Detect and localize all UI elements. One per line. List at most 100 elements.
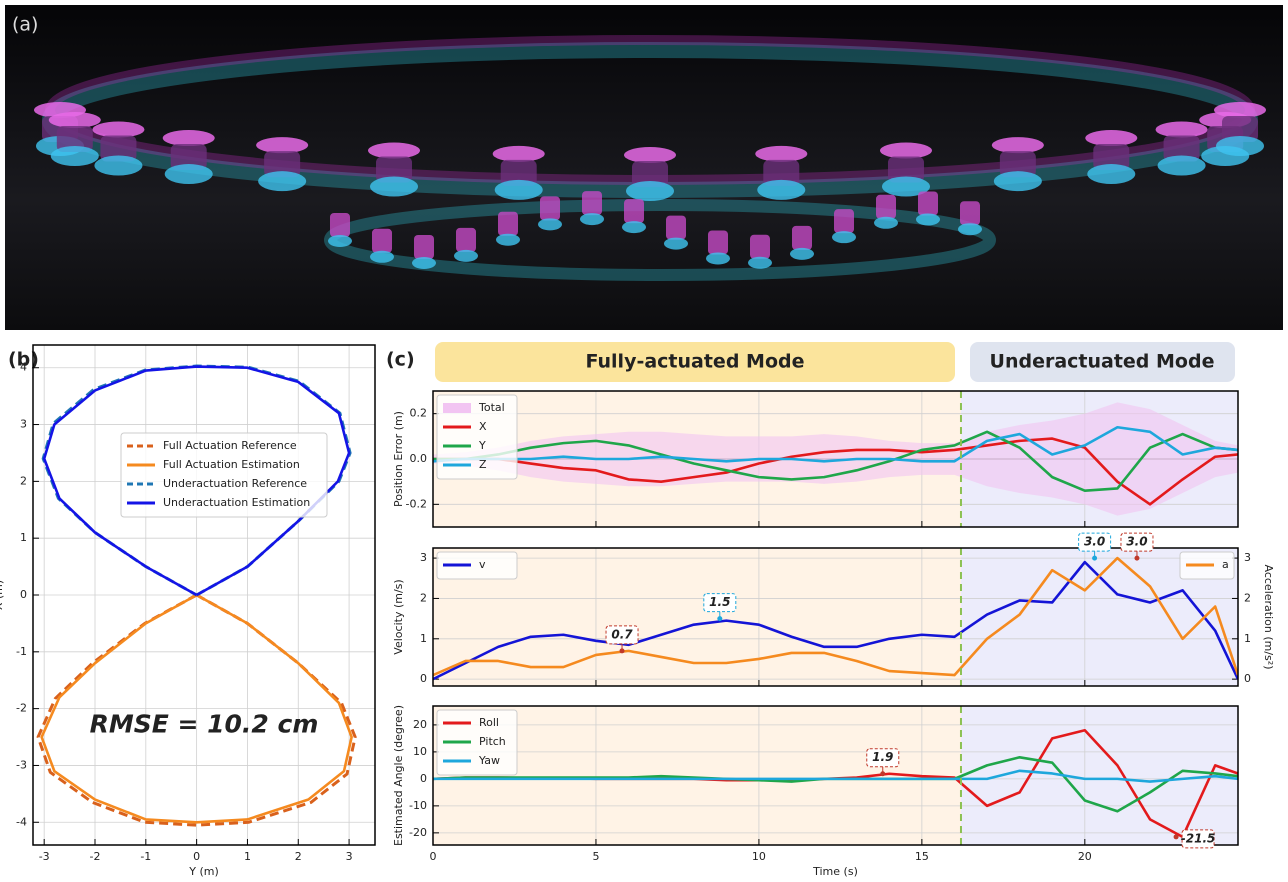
y-tick-label: 10 <box>413 745 427 758</box>
panel-label: (a) <box>12 14 38 36</box>
drone-glow <box>162 130 215 147</box>
annotation-label: -21.5 <box>1181 831 1216 845</box>
drone-body <box>100 135 137 162</box>
drone-body <box>876 194 896 219</box>
drone-glow <box>370 176 419 197</box>
drone-glow <box>757 179 806 200</box>
y-tick-label: 1 <box>20 531 27 544</box>
drone-body <box>1093 144 1130 171</box>
drone-glow <box>258 171 307 192</box>
annotation-label: 3.0 <box>1084 535 1105 549</box>
mode-label: Underactuated Mode <box>990 351 1215 373</box>
drone-body <box>708 230 728 255</box>
drone-glow <box>626 181 674 201</box>
mode-region <box>960 706 1238 845</box>
legend-box <box>436 551 518 580</box>
drone-glow <box>706 252 730 265</box>
x-tick-label: 0 <box>193 850 200 863</box>
legend-label: Pitch <box>479 735 506 748</box>
x-tick-label: 0 <box>430 850 437 863</box>
drone-glow <box>874 216 898 229</box>
x-axis-label: Time (s) <box>812 865 858 878</box>
annotation-label: 1.5 <box>709 595 730 609</box>
plot-frame <box>432 547 1239 687</box>
x-tick-label: -3 <box>39 850 50 863</box>
y-axis-label: Estimated Angle (degree) <box>392 705 405 846</box>
legend-label: Total <box>478 401 505 414</box>
drone-glow <box>48 112 101 129</box>
drone-glow <box>1157 155 1206 176</box>
drone-glow <box>993 171 1042 192</box>
y-tick-label: 0.0 <box>410 452 428 465</box>
legend-box <box>120 432 328 518</box>
drone-glow <box>494 179 543 200</box>
y-tick-label: 1 <box>420 632 427 645</box>
legend-label: Z <box>479 458 487 471</box>
drone-body <box>1222 116 1258 142</box>
drone-body <box>264 151 301 178</box>
drone-body <box>763 159 800 186</box>
drone-glow <box>164 164 213 185</box>
y-tick-label: 20 <box>413 718 427 731</box>
legend-label: Roll <box>479 716 499 729</box>
y-tick-label: 2 <box>20 474 27 487</box>
y-axis-label: X (m) <box>0 580 5 610</box>
drone-glow <box>538 218 562 231</box>
x-tick-label: 10 <box>752 850 766 863</box>
drone-body <box>330 213 350 237</box>
drone-glow <box>832 231 856 244</box>
legend-label: a <box>1222 558 1229 571</box>
y-tick-label: 3 <box>20 418 27 431</box>
drone-glow <box>94 155 143 176</box>
x-tick-label: 15 <box>915 850 929 863</box>
y-tick-label: -4 <box>16 815 27 828</box>
y-tick-label: -0.2 <box>406 497 427 510</box>
drone-body <box>372 228 392 253</box>
drone-body <box>918 191 938 216</box>
series-line <box>433 437 1238 506</box>
y-axis-label: Velocity (m/s) <box>392 579 405 654</box>
drone-glow <box>624 147 676 163</box>
drone-body <box>1163 135 1200 162</box>
drone-body <box>540 196 560 221</box>
y-tick-label: -1 <box>16 645 27 658</box>
drone-glow <box>412 256 436 269</box>
drone-glow <box>1087 164 1136 185</box>
drone-body <box>887 156 924 183</box>
panel-label: (b) <box>8 349 39 371</box>
annotation-box <box>866 748 900 768</box>
y-tick-label: -10 <box>409 799 427 812</box>
error-band <box>433 402 1238 516</box>
drone-glow <box>1214 102 1266 118</box>
y-axis-label: Position Error (m) <box>392 411 405 507</box>
annotation-label: 1.9 <box>872 750 893 764</box>
drone-body <box>750 234 770 259</box>
drone-body <box>56 126 93 153</box>
drone-body <box>632 161 668 187</box>
plot-frame <box>432 390 1239 528</box>
drone-body <box>960 201 980 226</box>
drone-glow <box>50 146 99 167</box>
drone-glow <box>496 233 520 246</box>
x-axis-label: Y (m) <box>188 865 219 878</box>
legend-label: v <box>479 558 486 571</box>
drone-glow <box>916 213 940 226</box>
drone-body <box>624 199 644 224</box>
x-tick-label: 3 <box>346 850 353 863</box>
drone-body <box>792 225 812 250</box>
annotation-box <box>605 625 639 645</box>
drone-body <box>414 234 434 259</box>
series-line <box>433 769 1238 783</box>
x-tick-label: 20 <box>1078 850 1092 863</box>
drone-body <box>170 144 207 171</box>
drone-glow <box>454 249 478 262</box>
series-line <box>433 425 1238 463</box>
drone-glow <box>664 237 688 250</box>
annotation-box <box>1120 532 1154 552</box>
y-tick-label: 2 <box>420 591 427 604</box>
annotation-label: 0.7 <box>611 627 633 641</box>
y-tick-label: 0.2 <box>410 407 428 420</box>
y-tick-label: 0 <box>420 672 427 685</box>
drone-glow <box>879 142 932 159</box>
drone-glow <box>1085 130 1138 147</box>
